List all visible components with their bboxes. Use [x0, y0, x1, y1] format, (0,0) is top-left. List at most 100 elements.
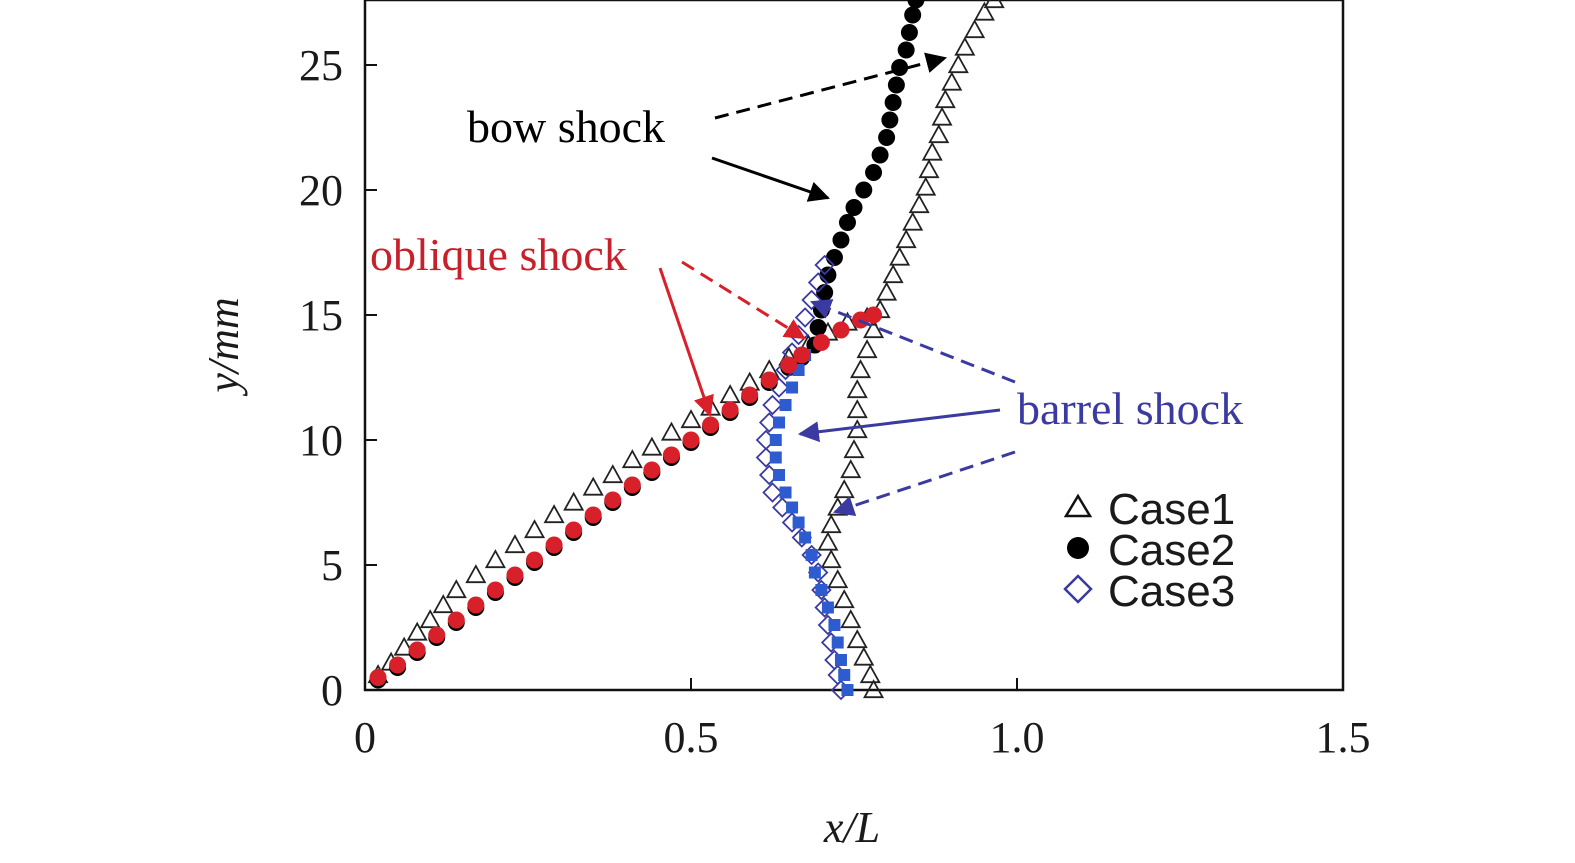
data-point-series-0 — [602, 464, 624, 484]
data-point-series-3 — [792, 516, 805, 529]
data-point-series-0 — [863, 679, 885, 699]
data-point-series-3 — [786, 381, 799, 394]
data-point-series-0 — [840, 609, 862, 629]
data-point-series-4 — [526, 551, 544, 569]
data-point-series-3 — [834, 654, 847, 666]
data-point-series-0 — [660, 421, 682, 441]
data-point-series-2 — [814, 254, 835, 276]
y-tick-label: 10 — [299, 416, 343, 465]
data-point-series-4 — [428, 626, 446, 644]
data-point-series-0 — [543, 504, 565, 524]
data-point-series-3 — [828, 619, 841, 631]
data-point-series-1 — [865, 164, 883, 181]
data-point-series-4 — [721, 401, 739, 419]
data-point-series-0 — [563, 491, 585, 511]
data-point-series-4 — [865, 306, 883, 324]
data-point-series-0 — [833, 589, 855, 609]
data-point-series-0 — [484, 549, 506, 569]
data-point-series-0 — [921, 141, 943, 161]
data-point-series-4 — [793, 346, 811, 364]
legend-label-case3: Case3 — [1108, 567, 1235, 616]
data-point-series-1 — [881, 111, 899, 129]
data-point-series-4 — [662, 446, 680, 464]
data-point-series-0 — [582, 476, 604, 496]
data-point-series-3 — [805, 549, 818, 561]
x-tick-label: 0 — [354, 713, 376, 762]
data-point-series-0 — [820, 514, 842, 534]
data-point-series-0 — [908, 194, 930, 214]
data-point-series-4 — [447, 611, 465, 629]
data-point-series-2 — [762, 482, 783, 503]
legend-marker-diamond — [1063, 574, 1093, 604]
data-point-series-0 — [889, 246, 911, 266]
data-point-series-0 — [846, 399, 868, 419]
data-point-series-0 — [849, 359, 872, 379]
legend-item-case2: Case2 — [1067, 526, 1235, 575]
data-point-series-0 — [902, 211, 924, 231]
data-point-series-0 — [934, 89, 956, 109]
legend-marker-triangle — [1063, 493, 1093, 518]
data-point-series-4 — [604, 491, 622, 509]
data-point-series-0 — [445, 579, 467, 599]
data-point-series-1 — [907, 0, 925, 9]
legend: Case1 Case2 Case3 — [1063, 485, 1235, 616]
data-point-series-0 — [843, 439, 865, 459]
data-point-series-0 — [621, 449, 643, 469]
axis-ticks: 0 0.5 1.0 1.5 0 5 10 15 20 25 — [299, 41, 1371, 762]
data-point-series-3 — [838, 669, 851, 681]
data-point-series-0 — [931, 106, 953, 126]
data-point-series-3 — [808, 566, 821, 579]
data-point-series-0 — [954, 36, 976, 56]
data-point-series-0 — [947, 54, 969, 74]
data-point-series-0 — [918, 159, 940, 179]
data-point-series-0 — [853, 646, 875, 666]
legend-marker-circle — [1067, 537, 1089, 559]
data-point-series-0 — [820, 549, 842, 569]
data-point-series-4 — [702, 416, 720, 434]
data-point-series-0 — [928, 124, 950, 144]
barrel-shock-arrow-dashed-upper — [810, 299, 1016, 384]
data-point-series-0 — [833, 479, 855, 499]
data-point-series-1 — [878, 129, 896, 146]
data-point-series-1 — [891, 59, 909, 76]
data-point-series-3 — [773, 469, 786, 481]
data-point-series-0 — [941, 71, 963, 91]
x-tick-label: 0.5 — [664, 713, 719, 762]
data-point-series-0 — [419, 609, 441, 629]
data-point-series-1 — [832, 231, 850, 249]
data-point-series-0 — [964, 19, 986, 39]
y-tick-label: 15 — [299, 291, 343, 340]
data-point-series-4 — [545, 536, 563, 554]
data-point-series-0 — [983, 0, 1005, 9]
annotation-arrows — [658, 52, 1016, 516]
x-axis-title: x/L — [823, 803, 880, 852]
data-point-series-3 — [769, 451, 782, 464]
data-point-series-4 — [408, 641, 426, 659]
data-point-series-0 — [827, 569, 849, 589]
data-point-series-3 — [841, 684, 854, 696]
oblique-shock-arrow-dashed — [681, 260, 806, 340]
y-tick-label: 20 — [299, 166, 343, 215]
data-point-series-0 — [882, 264, 904, 284]
data-point-series-1 — [819, 266, 837, 284]
data-point-series-0 — [876, 281, 898, 301]
data-point-series-4 — [389, 656, 407, 674]
data-point-series-0 — [859, 664, 881, 684]
data-point-series-3 — [786, 501, 799, 514]
y-tick-label: 0 — [321, 666, 343, 715]
data-point-series-0 — [856, 339, 878, 359]
oblique-shock-arrow-solid — [658, 267, 714, 417]
data-point-series-3 — [779, 486, 792, 499]
data-point-series-0 — [863, 319, 885, 339]
data-point-series-4 — [741, 386, 759, 404]
y-tick-label: 5 — [321, 541, 343, 590]
data-point-series-3 — [831, 636, 844, 649]
data-point-series-1 — [904, 6, 922, 24]
legend-item-case1: Case1 — [1063, 485, 1235, 534]
data-point-series-0 — [840, 459, 862, 479]
data-point-series-0 — [895, 229, 917, 249]
data-point-series-3 — [815, 584, 828, 596]
data-point-series-0 — [406, 621, 428, 641]
